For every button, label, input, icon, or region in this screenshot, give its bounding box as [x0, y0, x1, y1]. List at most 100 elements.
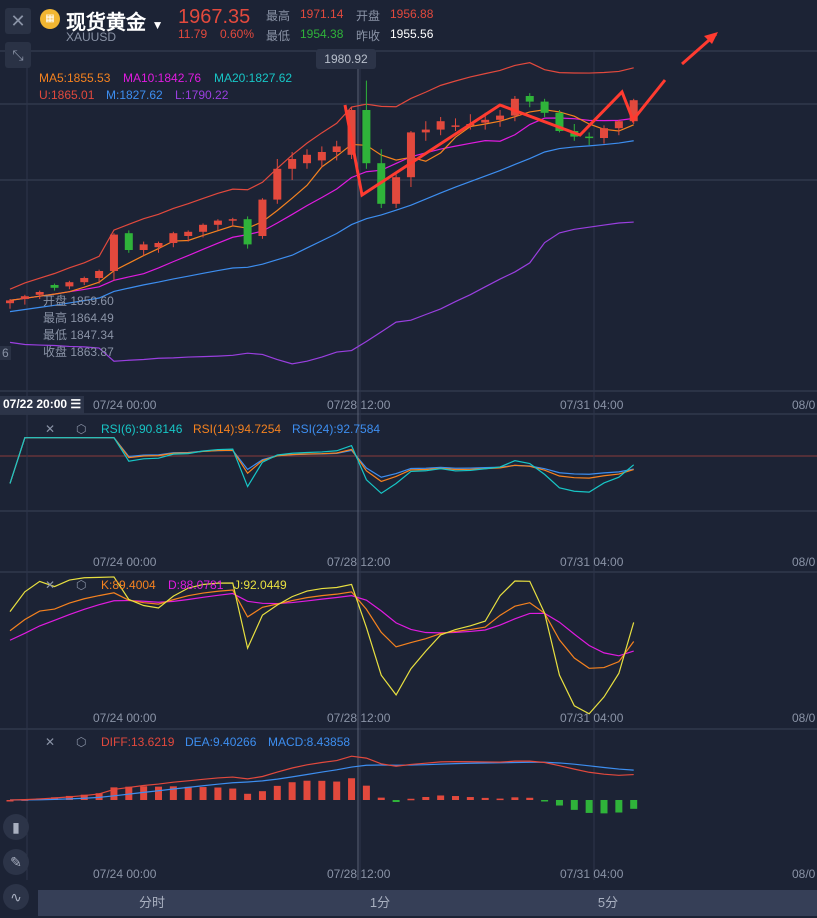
x-label: 07/24 00:00	[93, 867, 157, 881]
boll-lower-label: L:1790.22	[175, 88, 229, 102]
x-label: 08/0	[792, 867, 816, 881]
macd-bar	[585, 800, 593, 813]
x-label: 07/24 00:00	[93, 398, 157, 412]
candle-body	[362, 110, 371, 164]
boll-upper-label: U:1865.01	[39, 88, 95, 102]
tab-timeshare[interactable]: 分时	[138, 895, 165, 910]
ma5-label: MA5:1855.53	[39, 71, 111, 85]
kdj-settings-icon[interactable]: ⬡	[76, 578, 87, 592]
macd-bar	[288, 782, 296, 800]
macd-bar	[318, 780, 326, 800]
candlestick-icon: ▮	[12, 818, 20, 835]
macd-bar	[184, 786, 192, 800]
candle-body	[600, 128, 608, 138]
candle-body	[288, 159, 297, 169]
candle-body	[406, 132, 415, 178]
kdj-k-label: K:89.4004	[101, 578, 156, 592]
macd-bar	[140, 786, 148, 800]
candle-body	[585, 136, 594, 139]
rsi-settings-icon[interactable]: ⬡	[76, 422, 87, 436]
candle-body	[124, 233, 133, 250]
rsi6-line	[9, 437, 635, 495]
macd-bar	[481, 797, 489, 800]
candle-body	[273, 168, 282, 200]
candle-body	[184, 231, 193, 236]
macd-bar	[6, 800, 14, 802]
tab-1min[interactable]: 1分	[369, 895, 391, 910]
macd-bar	[511, 797, 519, 800]
tab-5min[interactable]: 5分	[597, 895, 619, 910]
crosshair-open: 开盘 1859.60	[43, 294, 114, 308]
high-label: 最高	[266, 9, 291, 23]
candle-body	[451, 125, 460, 127]
macd-bar	[541, 800, 549, 802]
pencil-icon: ✎	[10, 853, 22, 870]
macd-bar	[466, 797, 474, 800]
macd-dea-label: DEA:9.40266	[185, 735, 257, 749]
x-label: 07/31 04:00	[560, 555, 624, 569]
change-pct: 0.60%	[220, 27, 255, 41]
crosshair-high: 最高 1864.49	[43, 311, 114, 325]
symbol-selector[interactable]: 现货黄金 ▼	[66, 6, 163, 35]
chart-type-button[interactable]: ▮	[3, 814, 29, 840]
draw-button[interactable]: ✎	[3, 849, 29, 875]
macd-diff-line	[9, 755, 634, 801]
macd-bar	[303, 780, 311, 800]
macd-bar	[169, 786, 177, 800]
macd-bar	[422, 796, 430, 800]
macd-close-icon[interactable]: ✕	[45, 735, 56, 749]
indicator-button[interactable]: ∿	[3, 884, 29, 910]
x-label: 07/24 00:00	[93, 711, 157, 725]
boll-upper-line	[9, 62, 634, 290]
open-value: 1956.88	[390, 7, 434, 21]
macd-bar	[125, 786, 133, 800]
macd-bar	[95, 793, 103, 800]
candle-body	[199, 224, 208, 232]
crosshair-time-label: 07/22 20:00 ☰	[0, 396, 85, 414]
candle-body	[20, 296, 29, 299]
low-value: 1954.38	[300, 27, 344, 41]
kdj-j-line	[9, 576, 635, 715]
macd-bar	[452, 796, 459, 800]
macd-settings-icon[interactable]: ⬡	[76, 735, 87, 749]
macd-diff-label: DIFF:13.6219	[101, 735, 175, 749]
price-axis-label: 6	[0, 346, 11, 360]
macd-bar	[199, 787, 207, 800]
kdj-close-icon[interactable]: ✕	[45, 578, 56, 592]
collapse-button[interactable]: ⤡	[5, 42, 31, 68]
rsi6-label: RSI(6):90.8146	[101, 422, 183, 436]
x-label: 08/0	[792, 711, 816, 725]
candle-body	[169, 233, 178, 243]
rsi14-line	[9, 437, 634, 484]
macd-bar	[600, 800, 608, 814]
collapse-icon: ⤡	[12, 46, 24, 63]
close-button[interactable]: ✕	[5, 8, 31, 34]
boll-lower-line	[9, 221, 634, 365]
candle-body	[629, 100, 638, 122]
candle-body	[6, 300, 14, 304]
ma20-label: MA20:1827.62	[214, 71, 293, 85]
open-label: 开盘	[356, 9, 381, 23]
boll-mid-label: M:1827.62	[106, 88, 163, 102]
macd-bar	[570, 800, 578, 810]
x-label: 07/31 04:00	[560, 711, 624, 725]
rsi-close-icon[interactable]: ✕	[45, 422, 56, 436]
macd-bar	[214, 787, 222, 800]
symbol-name: 现货黄金	[66, 12, 146, 34]
candle-body	[614, 121, 623, 129]
x-label: 08/0	[792, 398, 816, 412]
macd-dea-line	[9, 761, 634, 801]
candle-body	[436, 121, 445, 130]
candle-body	[243, 219, 252, 245]
candle-body	[228, 219, 237, 221]
timeframe-tabs: 分时 1分 5分	[38, 890, 817, 916]
candle-body	[510, 98, 519, 116]
macd-bar	[615, 800, 623, 813]
ma10-line	[9, 117, 634, 301]
candle-body	[555, 112, 564, 131]
indicator-icon: ∿	[10, 888, 22, 905]
macd-bar	[407, 798, 415, 801]
menu-icon: ☰	[70, 397, 82, 411]
macd-value-label: MACD:8.43858	[268, 735, 351, 749]
